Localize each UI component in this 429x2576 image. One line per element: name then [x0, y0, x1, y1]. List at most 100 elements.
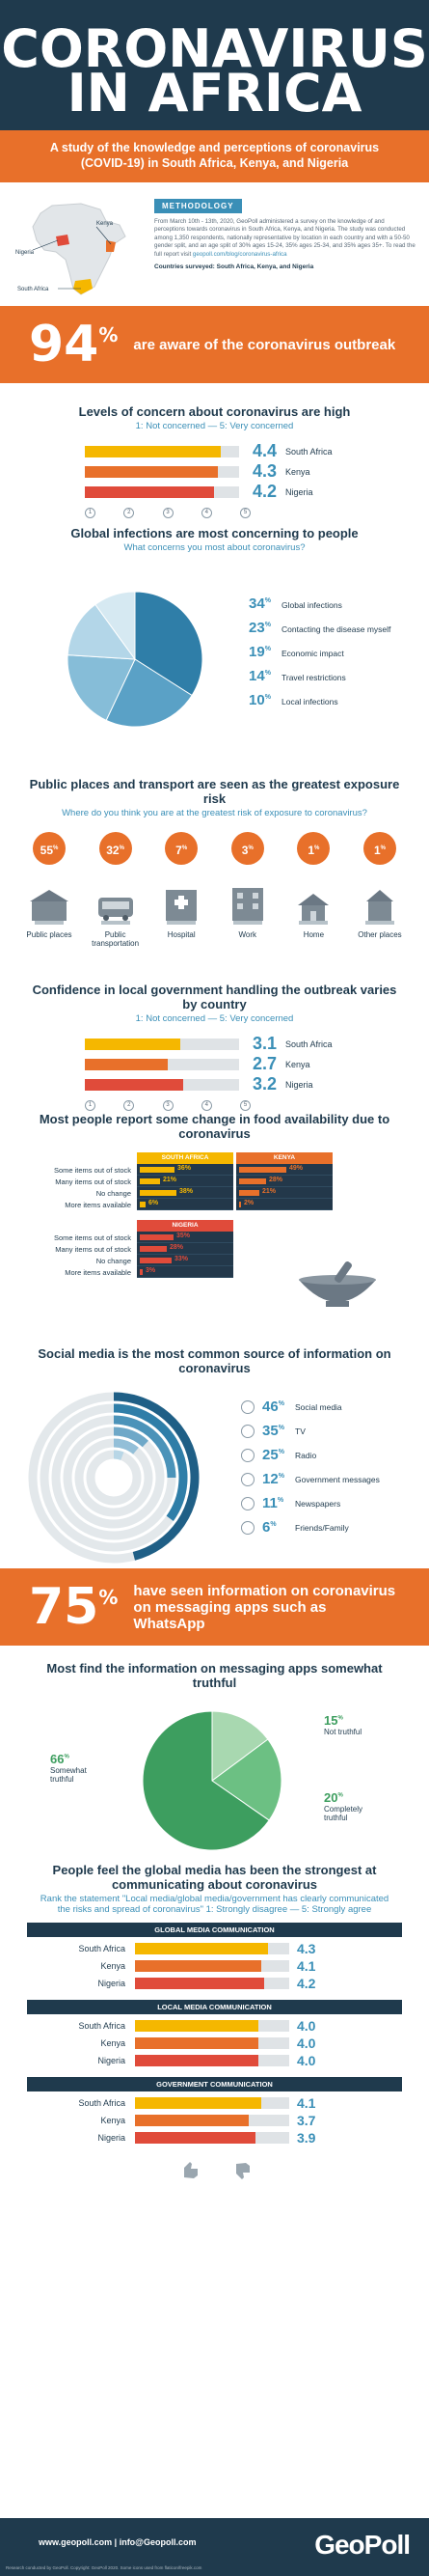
media-value: 4.1	[297, 1958, 316, 1974]
scale-tick: 2	[123, 508, 135, 518]
media-value: 4.2	[297, 1976, 316, 1991]
truthful-label-completely: 20% Completely truthful	[324, 1790, 363, 1822]
main-title: CORONAVIRUS IN AFRICA	[0, 18, 429, 120]
exposure-circle: 1%	[297, 832, 331, 865]
legend-value: 25%	[262, 1447, 284, 1463]
legend-label: Friends/Family	[295, 1522, 349, 1533]
food-country-header: KENYA	[236, 1152, 333, 1164]
truthful-label-somewhat: 66% Somewhat truthful	[50, 1752, 87, 1784]
countries-surveyed: Countries surveyed: South Africa, Kenya,…	[154, 263, 314, 271]
media-fill	[135, 2037, 258, 2049]
food-row: No change 33%	[10, 1255, 429, 1266]
aware-stat: 94%	[29, 316, 119, 374]
bar-row: 3.1 South Africa	[85, 1034, 429, 1054]
pie-slice	[211, 1738, 282, 1821]
truthful-pie-chart	[142, 1710, 282, 1851]
exposure-title: Public places and transport are seen as …	[29, 777, 400, 806]
legend-value: 34%	[249, 596, 271, 612]
exposure-section: Public places and transport are seen as …	[0, 769, 429, 977]
confidence-scale: 1 2 3 4 5	[85, 1100, 251, 1111]
africa-map: Kenya Nigeria South Africa	[13, 196, 148, 296]
bar-fill	[85, 1038, 181, 1050]
ring-arc	[113, 1392, 200, 1561]
source-icon	[241, 1520, 255, 1535]
ground-line	[100, 921, 130, 925]
scale-tick: 1	[85, 508, 95, 518]
truthful-title: Most find the information on messaging a…	[46, 1661, 383, 1690]
bar-value: 4.4	[253, 441, 278, 460]
legend-label: Economic impact	[282, 649, 344, 658]
ring-track	[86, 1450, 142, 1506]
bar-fill	[85, 1078, 184, 1091]
media-group-rows: South Africa 4.0 Kenya 4.0 Nigeria 4.0	[0, 2014, 429, 2077]
bar-track	[85, 445, 239, 457]
media-country-label: Nigeria	[97, 2056, 125, 2065]
food-cell: 36%	[137, 1164, 233, 1176]
messaging-band: 75% have seen information on coronavirus…	[0, 1568, 429, 1646]
media-value: 3.9	[297, 2130, 316, 2146]
food-value: 33%	[174, 1256, 189, 1262]
bar-value: 2.7	[253, 1054, 278, 1073]
legend-item: 46% Social media	[241, 1395, 380, 1419]
food-cell: 21%	[137, 1176, 233, 1187]
concern-subtitle: 1: Not concerned — 5: Very concerned	[135, 421, 294, 431]
pie-slice	[142, 1710, 270, 1851]
legend-value: 46%	[262, 1399, 284, 1415]
legend-label: Contacting the disease myself	[282, 624, 391, 634]
legend-item: 12% Government messages	[241, 1467, 380, 1491]
media-section: People feel the global media has been th…	[0, 1863, 429, 2179]
pie-slice	[67, 603, 137, 660]
global-infections-title: Global infections are most concerning to…	[70, 526, 359, 540]
bar-fill	[85, 485, 215, 498]
media-fill	[135, 1943, 268, 1954]
exposure-circle: 55%	[33, 832, 66, 865]
food-bar	[140, 1269, 143, 1275]
map-label-south-africa: South Africa	[17, 287, 49, 292]
food-row: Many items out of stock 28%	[10, 1243, 429, 1255]
food-value: 38%	[179, 1188, 194, 1195]
legend-value: 19%	[249, 644, 271, 660]
bar-fill	[85, 1058, 169, 1070]
footer: www.geopoll.com | info@Geopoll.com Resea…	[0, 2518, 429, 2576]
food-bar	[140, 1190, 176, 1196]
media-country-label: South Africa	[78, 1944, 125, 1953]
scale-tick: 5	[240, 1100, 251, 1111]
bar-row: 4.2 Nigeria	[85, 482, 429, 502]
exposure-place: 1% Home	[285, 832, 341, 948]
exposure-place: 1% Other places	[352, 832, 408, 948]
bar-country-label: Nigeria	[285, 486, 313, 497]
media-fill	[135, 2115, 250, 2126]
media-row: Kenya 4.0	[27, 2035, 402, 2052]
ground-line	[299, 921, 329, 925]
source-icon	[241, 1472, 255, 1486]
food-country-header: SOUTH AFRICA	[137, 1152, 233, 1164]
exposure-circle: 3%	[230, 832, 264, 865]
media-fill	[135, 2132, 255, 2144]
title-line-1: CORONAVIRUS	[1, 18, 428, 79]
report-link[interactable]: geopoll.com/blog/coronavirus-africa	[192, 250, 287, 258]
media-track	[135, 2097, 289, 2109]
media-value: 4.1	[297, 2095, 316, 2111]
ring-arc	[113, 1403, 188, 1521]
media-country-label: Kenya	[100, 2116, 125, 2125]
food-header-row: SOUTH AFRICA KENYA	[10, 1152, 429, 1164]
food-row-label: Some items out of stock	[53, 1233, 131, 1242]
ring-arc	[113, 1450, 124, 1460]
food-country-header: NIGERIA	[137, 1220, 233, 1232]
ring-arc	[113, 1426, 148, 1448]
bar-country-label: South Africa	[285, 1039, 333, 1049]
food-value: 28%	[170, 1244, 184, 1251]
aware-text: are aware of the coronavirus outbreak	[133, 336, 396, 353]
exposure-circle: 7%	[165, 832, 199, 865]
scale-tick: 4	[201, 1100, 212, 1111]
messaging-text: have seen information on coronavirus on …	[133, 1582, 396, 1632]
map-label-nigeria: Nigeria	[15, 250, 35, 256]
food-table: SOUTH AFRICA KENYA Some items out of stock…	[0, 1152, 429, 1278]
bar-fill	[85, 465, 218, 478]
footer-contact[interactable]: www.geopoll.com | info@Geopoll.com	[39, 2537, 197, 2547]
media-row: Nigeria 4.0	[27, 2052, 402, 2069]
global-infections-subtitle: What concerns you most about coronavirus…	[123, 542, 306, 553]
exposure-circle: 1%	[362, 832, 396, 865]
media-track	[135, 1978, 289, 1989]
food-value: 28%	[269, 1177, 283, 1183]
